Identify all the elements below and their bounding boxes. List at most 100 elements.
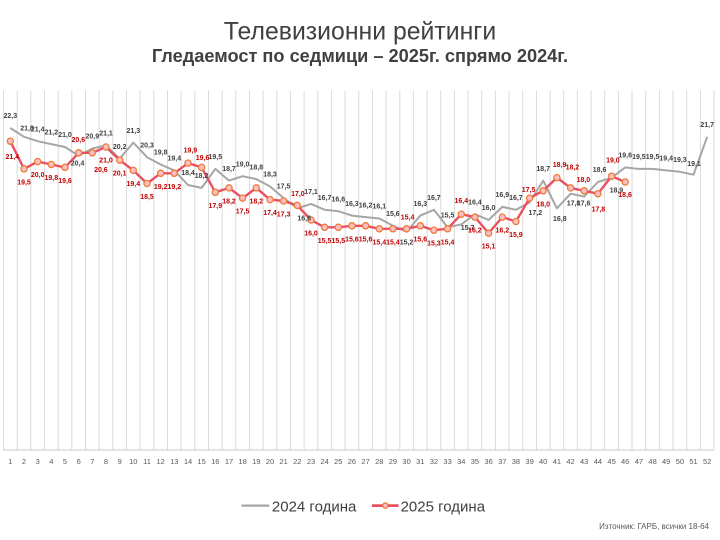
svg-text:21,1: 21,1 (99, 131, 113, 138)
svg-text:6: 6 (77, 457, 81, 466)
svg-text:16,2: 16,2 (495, 228, 509, 235)
svg-text:17,3: 17,3 (277, 212, 291, 219)
svg-text:17,8: 17,8 (567, 201, 581, 208)
svg-text:15,1: 15,1 (482, 244, 496, 251)
svg-text:27: 27 (361, 457, 369, 466)
svg-text:18,6: 18,6 (593, 167, 607, 174)
svg-text:16,2: 16,2 (359, 202, 373, 209)
svg-text:15,2: 15,2 (400, 240, 414, 247)
svg-text:7: 7 (90, 457, 94, 466)
svg-text:33: 33 (443, 457, 451, 466)
svg-text:17,0: 17,0 (291, 191, 305, 198)
svg-text:2024 година: 2024 година (272, 498, 357, 515)
svg-text:18: 18 (238, 457, 246, 466)
svg-text:51: 51 (689, 457, 697, 466)
svg-text:16,7: 16,7 (318, 195, 332, 202)
svg-text:18,2: 18,2 (195, 173, 209, 180)
svg-text:15,3: 15,3 (427, 241, 441, 248)
svg-text:21: 21 (279, 457, 287, 466)
svg-text:21,0: 21,0 (99, 158, 113, 165)
svg-text:16,8: 16,8 (297, 215, 311, 222)
svg-text:20,2: 20,2 (113, 144, 127, 151)
svg-text:19,4: 19,4 (167, 156, 181, 163)
svg-text:2025 година: 2025 година (401, 498, 486, 515)
svg-text:16,4: 16,4 (454, 198, 468, 205)
svg-text:16,4: 16,4 (468, 199, 482, 206)
svg-text:17,5: 17,5 (277, 183, 291, 190)
svg-text:17,5: 17,5 (236, 209, 250, 216)
svg-text:18,4: 18,4 (181, 170, 195, 177)
svg-text:15,4: 15,4 (386, 239, 400, 246)
svg-text:30: 30 (402, 457, 410, 466)
svg-text:15,6: 15,6 (359, 236, 373, 243)
svg-text:19,5: 19,5 (632, 154, 646, 161)
svg-text:2: 2 (22, 457, 26, 466)
svg-text:19,6: 19,6 (58, 178, 72, 185)
svg-text:36: 36 (484, 457, 492, 466)
svg-text:13: 13 (170, 457, 178, 466)
svg-text:52: 52 (703, 457, 711, 466)
svg-text:38: 38 (512, 457, 520, 466)
svg-text:32: 32 (430, 457, 438, 466)
svg-text:18,2: 18,2 (222, 198, 236, 205)
svg-text:10: 10 (129, 457, 137, 466)
svg-text:15,5: 15,5 (441, 213, 455, 220)
svg-text:18,0: 18,0 (577, 177, 591, 184)
svg-text:16,1: 16,1 (372, 204, 386, 211)
svg-text:8: 8 (104, 457, 108, 466)
svg-text:19,5: 19,5 (17, 179, 31, 186)
svg-text:25: 25 (334, 457, 342, 466)
svg-text:19,6: 19,6 (618, 153, 632, 160)
svg-text:35: 35 (471, 457, 479, 466)
svg-text:31: 31 (416, 457, 424, 466)
svg-text:16,6: 16,6 (331, 196, 345, 203)
svg-text:21,7: 21,7 (700, 122, 714, 129)
svg-text:17,4: 17,4 (263, 210, 277, 217)
svg-text:19: 19 (252, 457, 260, 466)
svg-text:23: 23 (307, 457, 315, 466)
svg-text:18,7: 18,7 (222, 166, 236, 173)
svg-text:29: 29 (389, 457, 397, 466)
svg-text:17,2: 17,2 (528, 210, 542, 217)
svg-text:20,3: 20,3 (140, 142, 154, 149)
svg-text:39: 39 (525, 457, 533, 466)
svg-text:16,3: 16,3 (413, 201, 427, 208)
svg-text:18,8: 18,8 (249, 164, 263, 171)
svg-text:17,6: 17,6 (577, 201, 591, 208)
svg-text:19,3: 19,3 (673, 157, 687, 164)
svg-text:26: 26 (348, 457, 356, 466)
svg-text:15,9: 15,9 (509, 232, 523, 239)
svg-text:1: 1 (8, 457, 12, 466)
svg-text:16,7: 16,7 (509, 195, 523, 202)
svg-text:16,0: 16,0 (482, 205, 496, 212)
svg-text:48: 48 (648, 457, 656, 466)
svg-text:20: 20 (266, 457, 274, 466)
svg-text:18,6: 18,6 (618, 192, 632, 199)
svg-text:22,3: 22,3 (3, 113, 17, 120)
svg-text:16,7: 16,7 (427, 195, 441, 202)
svg-text:21,4: 21,4 (5, 154, 19, 161)
svg-text:43: 43 (580, 457, 588, 466)
svg-text:28: 28 (375, 457, 383, 466)
svg-text:34: 34 (457, 457, 465, 466)
svg-text:20,9: 20,9 (85, 134, 99, 141)
svg-text:46: 46 (621, 457, 629, 466)
svg-text:4: 4 (49, 457, 53, 466)
svg-text:18,2: 18,2 (249, 198, 263, 205)
svg-text:19,5: 19,5 (646, 154, 660, 161)
svg-text:42: 42 (566, 457, 574, 466)
svg-text:40: 40 (539, 457, 547, 466)
svg-text:16,3: 16,3 (345, 201, 359, 208)
svg-text:17,8: 17,8 (592, 207, 606, 214)
svg-text:14: 14 (184, 457, 192, 466)
svg-text:17,9: 17,9 (208, 203, 222, 210)
svg-text:20,0: 20,0 (31, 172, 45, 179)
svg-text:15,4: 15,4 (441, 239, 455, 246)
svg-text:15,7: 15,7 (461, 225, 475, 232)
svg-text:18,9: 18,9 (610, 188, 624, 195)
svg-text:16,0: 16,0 (304, 231, 318, 238)
svg-text:18,2: 18,2 (566, 165, 580, 172)
svg-text:19,2: 19,2 (167, 184, 181, 191)
svg-text:15,6: 15,6 (386, 211, 400, 218)
svg-text:45: 45 (607, 457, 615, 466)
